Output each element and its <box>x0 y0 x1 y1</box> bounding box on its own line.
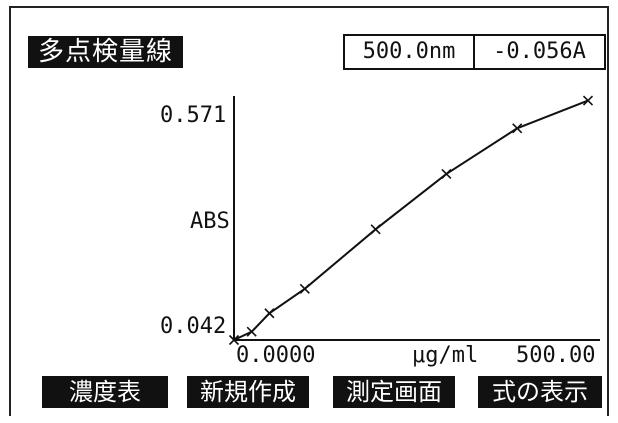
measurement-readout: 500.0nm -0.056A <box>343 34 606 70</box>
data-point-marker <box>299 283 310 294</box>
data-point-marker <box>228 334 240 346</box>
data-point-marker <box>512 123 523 134</box>
y-tick-min: 0.042 <box>160 314 226 339</box>
data-point-marker <box>246 326 257 337</box>
measurement-screen-button[interactable]: 測定画面 <box>333 376 455 408</box>
data-point-marker <box>370 224 381 235</box>
x-axis-label: μg/ml <box>412 343 478 368</box>
series-layer <box>228 95 594 346</box>
y-tick-max: 0.571 <box>160 103 226 128</box>
screen-title: 多点検量線 <box>28 36 184 68</box>
wavelength-value: 500.0nm <box>345 36 475 68</box>
concentration-table-button[interactable]: 濃度表 <box>42 376 168 408</box>
data-point-marker <box>582 95 594 106</box>
calibration-line <box>233 99 589 341</box>
absorbance-value: -0.056A <box>493 39 586 64</box>
x-tick-min: 0.0000 <box>236 343 315 368</box>
x-tick-max: 500.00 <box>516 343 595 368</box>
data-point-marker <box>264 308 275 319</box>
show-equation-button[interactable]: 式の表示 <box>478 376 602 408</box>
new-create-button[interactable]: 新規作成 <box>187 376 309 408</box>
y-axis-label: ABS <box>190 209 230 234</box>
data-point-marker <box>441 168 452 180</box>
screen-frame <box>9 6 609 416</box>
